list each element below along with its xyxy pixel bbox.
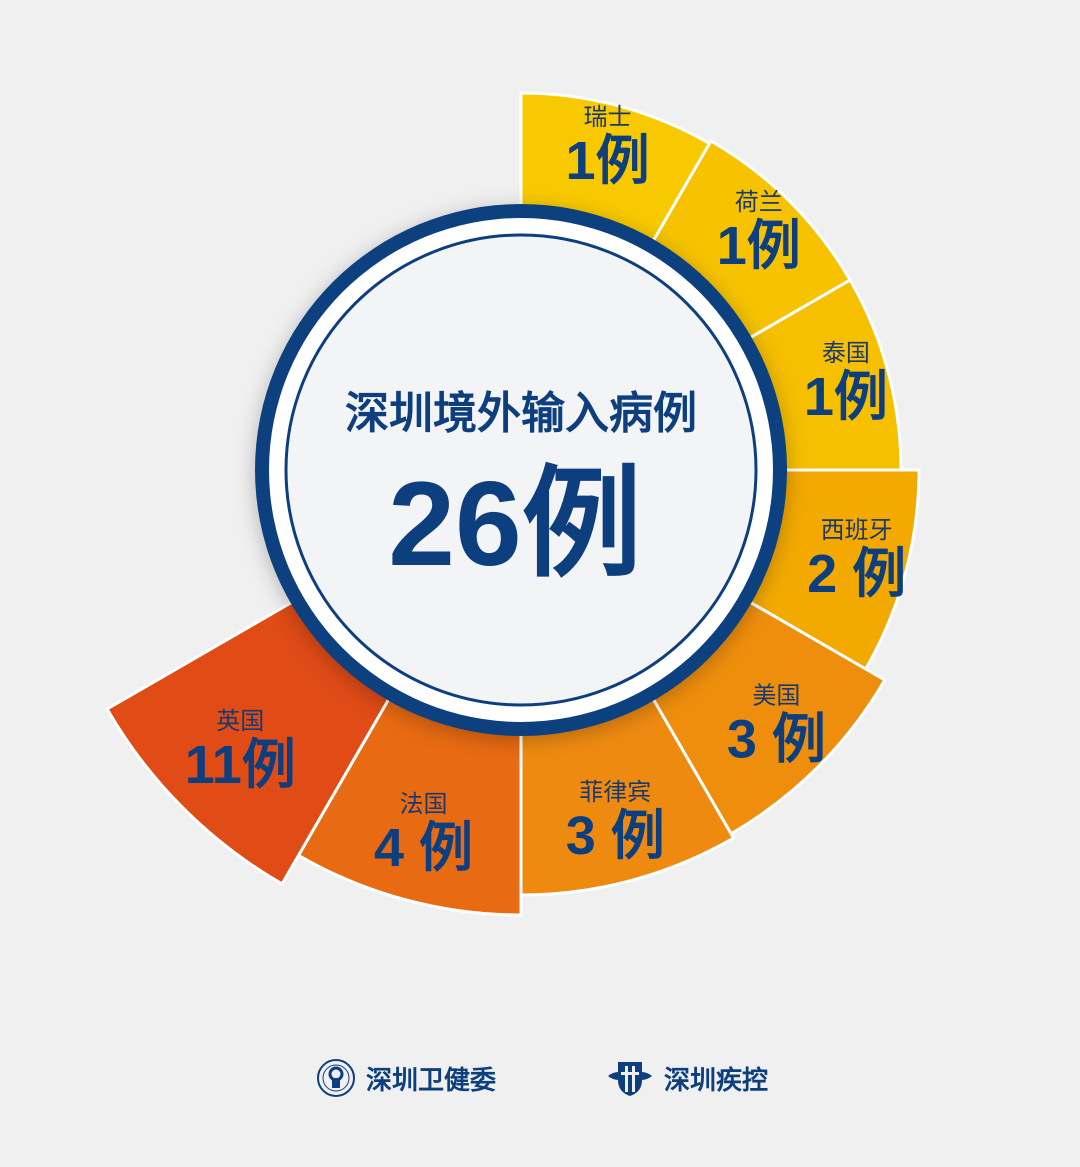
segment-value: 1例 [566, 131, 650, 191]
segment-value: 2 例 [807, 544, 906, 604]
segment-label: 瑞士 [584, 103, 632, 131]
center-disc [284, 233, 758, 707]
chart-title: 深圳境外输入病例 [345, 388, 697, 439]
cdc-shield-icon [608, 1062, 652, 1096]
org-shenzhen-health: 深圳卫健委 [316, 1058, 496, 1098]
footer: 深圳卫健委 深圳疾控 [0, 1058, 1080, 1102]
segment-value: 4 例 [374, 818, 473, 878]
segment-label: 法国 [400, 790, 448, 818]
segment-value: 11例 [185, 735, 296, 795]
segment-value: 1例 [717, 216, 801, 276]
org2-name: 深圳疾控 [664, 1065, 769, 1096]
health-commission-seal-icon [317, 1059, 355, 1097]
segment-value: 1例 [804, 367, 888, 427]
org-shenzhen-cdc: 深圳疾控 [606, 1058, 768, 1098]
total-value: 26例 [388, 457, 641, 591]
segment-label: 美国 [752, 681, 800, 709]
segment-value: 3 例 [566, 806, 665, 866]
segment-label: 西班牙 [821, 516, 893, 544]
org1-name: 深圳卫健委 [366, 1065, 497, 1096]
segment-label: 荷兰 [735, 188, 783, 216]
segment-label: 英国 [216, 707, 264, 735]
segment-label: 菲律宾 [579, 778, 651, 806]
segment-value: 3 例 [727, 709, 826, 769]
segment-label: 泰国 [822, 339, 870, 367]
